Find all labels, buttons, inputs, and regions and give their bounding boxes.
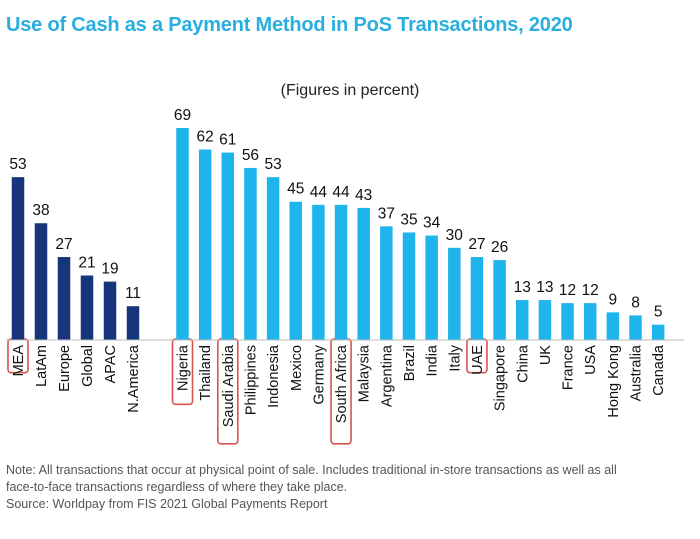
- chart-subtitle: (Figures in percent): [280, 82, 420, 99]
- bar-singapore: [493, 260, 506, 340]
- bar-indonesia: [266, 177, 280, 340]
- category-label-singapore: Singapore: [493, 345, 509, 411]
- category-label-hong-kong: Hong Kong: [606, 345, 622, 418]
- bar-global: [80, 275, 94, 340]
- bar-malaysia: [357, 207, 370, 340]
- category-label-india: India: [425, 344, 441, 376]
- category-labels: MEA LatAm Europe Global APAC N.America Nigeria…: [11, 344, 667, 427]
- value-label-germany: 44: [310, 184, 328, 201]
- value-label-uk: 13: [536, 279, 553, 296]
- value-label-philippines: 56: [242, 147, 259, 164]
- category-label-mexico: Mexico: [289, 345, 305, 391]
- value-label-thailand: 62: [197, 129, 214, 146]
- value-label-mea: 53: [9, 156, 26, 173]
- bar-europe: [57, 257, 71, 340]
- bar-mea: [11, 177, 25, 340]
- bar-argentina: [380, 226, 393, 340]
- category-label-malaysia: Malaysia: [357, 344, 373, 402]
- category-label-latam: LatAm: [34, 345, 50, 387]
- value-label-singapore: 26: [491, 239, 508, 256]
- category-label-nigeria: Nigeria: [176, 344, 192, 391]
- value-label-argentina: 37: [378, 205, 395, 222]
- category-label-brazil: Brazil: [402, 345, 418, 381]
- value-label-global: 21: [78, 254, 95, 271]
- category-label-saudi-arabia: Saudi Arabia: [221, 344, 237, 427]
- category-label-uae: UAE: [470, 345, 486, 375]
- value-label-south-africa: 44: [332, 184, 350, 201]
- category-label-philippines: Philippines: [243, 345, 259, 415]
- value-label-uae: 27: [468, 236, 485, 253]
- bar-china: [516, 300, 529, 340]
- value-label-china: 13: [514, 279, 531, 296]
- bar-mexico: [289, 201, 302, 340]
- bar-latam: [34, 223, 48, 340]
- category-label-germany: Germany: [311, 344, 327, 404]
- value-label-saudi-arabia: 61: [219, 132, 236, 149]
- value-label-usa: 12: [582, 282, 599, 299]
- category-label-france: France: [561, 345, 577, 390]
- bar-india: [425, 235, 438, 340]
- footnote: Note: All transactions that occur at phy…: [6, 462, 686, 513]
- bar-italy: [448, 247, 461, 340]
- value-label-australia: 8: [631, 294, 640, 311]
- value-label-malaysia: 43: [355, 187, 372, 204]
- value-label-n-america: 11: [125, 285, 141, 302]
- category-label-uk: UK: [538, 345, 554, 365]
- bar-australia: [629, 315, 642, 340]
- category-label-usa: USA: [583, 345, 599, 375]
- bar-canada: [651, 324, 665, 340]
- category-label-south-africa: South Africa: [334, 344, 350, 423]
- value-label-hong-kong: 9: [609, 291, 618, 308]
- category-label-apac: APAC: [103, 345, 119, 383]
- bar-usa: [583, 303, 597, 340]
- bar-philippines: [244, 167, 257, 340]
- bar-uk: [538, 300, 552, 340]
- note-line-2: face-to-face transactions regardless of …: [6, 480, 348, 494]
- category-label-australia: Australia: [629, 344, 645, 401]
- category-label-indonesia: Indonesia: [266, 344, 282, 408]
- category-label-mea: MEA: [11, 345, 27, 377]
- bar-nigeria: [176, 128, 189, 340]
- category-label-china: China: [515, 344, 531, 383]
- chart-title: Use of Cash as a Payment Method in PoS T…: [6, 14, 573, 36]
- value-label-europe: 27: [55, 236, 72, 253]
- category-label-europe: Europe: [57, 345, 73, 392]
- value-label-france: 12: [559, 282, 576, 299]
- category-label-global: Global: [80, 345, 96, 387]
- category-label-canada: Canada: [651, 344, 667, 396]
- bars: [11, 128, 665, 340]
- category-label-italy: Italy: [447, 344, 463, 371]
- value-label-mexico: 45: [287, 181, 304, 198]
- bar-south-africa: [334, 204, 348, 340]
- bar-france: [561, 303, 574, 340]
- category-label-thailand: Thailand: [198, 345, 214, 401]
- value-label-latam: 38: [32, 202, 49, 219]
- bar-thailand: [198, 149, 212, 340]
- category-label-n-america: N.America: [126, 344, 142, 413]
- bar-saudi-arabia: [221, 152, 235, 340]
- value-label-nigeria: 69: [174, 107, 191, 124]
- bar-uae: [470, 257, 484, 340]
- value-label-indonesia: 53: [264, 156, 281, 173]
- bar-apac: [103, 281, 117, 340]
- bar-germany: [312, 204, 325, 340]
- value-label-india: 34: [423, 215, 441, 232]
- bar-n-america: [126, 306, 140, 340]
- note-line-1: Note: All transactions that occur at phy…: [6, 463, 617, 477]
- bar-brazil: [402, 232, 416, 340]
- value-label-apac: 19: [101, 261, 118, 278]
- value-label-canada: 5: [654, 304, 663, 321]
- source-line: Source: Worldpay from FIS 2021 Global Pa…: [6, 497, 328, 511]
- value-label-brazil: 35: [400, 211, 417, 228]
- bar-hong-kong: [606, 312, 620, 340]
- category-label-argentina: Argentina: [379, 344, 395, 407]
- value-label-italy: 30: [446, 227, 464, 244]
